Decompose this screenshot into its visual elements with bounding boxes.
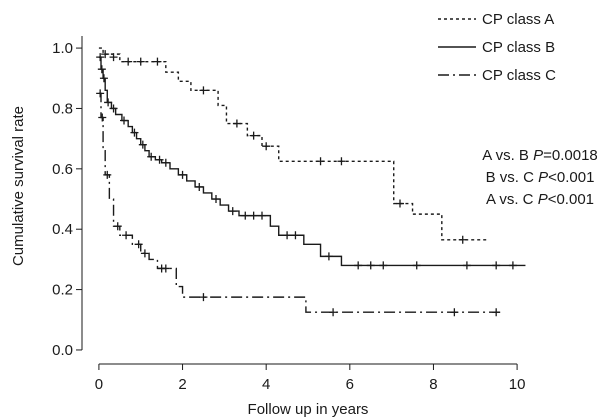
legend-label-0: CP class A (482, 11, 554, 28)
x-tick-label-3: 6 (346, 376, 354, 393)
censor-mark-1-25 (462, 261, 471, 270)
censor-mark-1-24 (412, 261, 421, 270)
censor-mark-0-2 (124, 57, 133, 66)
censor-mark-1-22 (366, 261, 375, 270)
legend-label-1: CP class B (482, 39, 555, 56)
x-tick-label-5: 10 (509, 376, 526, 393)
censor-mark-2-4 (122, 231, 131, 240)
censor-mark-1-15 (241, 211, 250, 220)
censor-mark-0-10 (337, 157, 346, 166)
annotation-1: B vs. C P<0.001 (486, 169, 595, 186)
censor-mark-0-6 (232, 119, 241, 128)
y-tick-label-2: 0.4 (52, 221, 73, 238)
censor-mark-2-12 (492, 308, 501, 317)
censor-mark-1-4 (109, 104, 118, 113)
censor-mark-1-9 (155, 155, 164, 164)
censor-mark-1-8 (147, 152, 156, 161)
x-axis-label: Follow up in years (248, 401, 369, 418)
censor-mark-0-11 (396, 199, 404, 208)
y-axis-label: Cumulative survival rate (10, 106, 27, 266)
censor-mark-2-10 (329, 308, 338, 317)
censor-mark-0-1 (109, 53, 118, 62)
annotation-0: A vs. B P=0.0018 (482, 147, 598, 164)
x-tick-label-0: 0 (95, 376, 103, 393)
censor-mark-1-7 (138, 140, 147, 149)
censor-mark-2-0 (96, 89, 105, 98)
censor-mark-2-6 (140, 249, 149, 258)
censor-mark-1-19 (291, 231, 300, 240)
censor-mark-0-0 (101, 50, 110, 59)
legend: CP class A CP class B CP class C (438, 11, 556, 84)
annotation-2: A vs. C P<0.001 (486, 191, 594, 208)
censor-mark-1-16 (249, 211, 258, 220)
x-tick-label-1: 2 (178, 376, 186, 393)
y-tick-label-3: 0.6 (52, 161, 73, 178)
censor-mark-1-17 (258, 211, 266, 220)
censor-mark-1-6 (130, 128, 139, 137)
y-tick-label-1: 0.2 (52, 282, 73, 299)
censor-mark-1-10 (161, 158, 170, 167)
y-tick-label-0: 0.0 (52, 342, 73, 359)
censor-mark-1-3 (104, 98, 113, 107)
censor-mark-1-2 (99, 74, 108, 83)
y-tick-label-4: 0.8 (52, 100, 73, 117)
series-line-0 (98, 47, 488, 241)
censor-mark-1-0 (96, 53, 105, 62)
censor-mark-1-5 (120, 116, 128, 125)
plot-lines (96, 47, 526, 317)
censor-mark-0-9 (316, 157, 325, 166)
censor-mark-0-4 (153, 57, 162, 66)
p-value-annotations: A vs. B P=0.0018 B vs. C P<0.001 A vs. C P… (482, 147, 598, 208)
censor-mark-0-5 (199, 86, 208, 95)
axes: 0.0 0.2 0.4 0.6 0.8 1.0 0 2 4 6 8 10 (52, 36, 525, 393)
censor-mark-2-2 (103, 170, 112, 179)
x-tick-label-4: 8 (429, 376, 437, 393)
censor-mark-2-3 (113, 222, 122, 231)
censor-mark-0-8 (262, 142, 271, 151)
y-tick-label-5: 1.0 (52, 40, 73, 57)
censor-mark-1-12 (195, 182, 204, 191)
censor-mark-1-27 (508, 261, 517, 270)
censor-mark-0-3 (136, 57, 145, 66)
censor-mark-1-26 (492, 261, 501, 270)
legend-label-2: CP class C (482, 67, 556, 84)
censor-mark-0-12 (458, 235, 467, 244)
censor-mark-2-8 (161, 264, 170, 273)
censor-mark-1-13 (212, 195, 220, 204)
censor-mark-2-5 (134, 240, 143, 249)
censor-mark-2-1 (98, 113, 107, 122)
censor-mark-1-11 (178, 170, 187, 179)
censor-mark-1-14 (228, 207, 237, 216)
censor-mark-1-23 (379, 261, 388, 270)
censor-mark-1-20 (324, 252, 333, 261)
x-tick-label-2: 4 (262, 376, 270, 393)
censor-mark-2-9 (199, 293, 208, 302)
censor-mark-1-18 (283, 231, 292, 240)
series-line-2 (98, 92, 501, 313)
censor-mark-0-7 (249, 131, 258, 140)
censor-mark-2-11 (450, 308, 459, 317)
censor-mark-1-1 (97, 65, 106, 74)
series-line-1 (98, 56, 526, 267)
censor-mark-1-21 (354, 261, 363, 270)
